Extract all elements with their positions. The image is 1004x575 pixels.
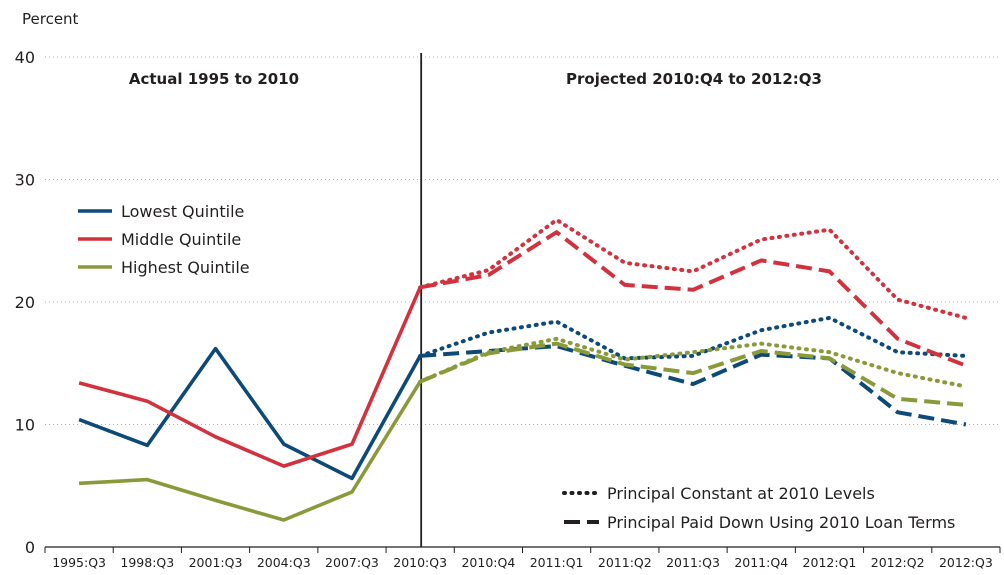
x-tick-label: 2007:Q3 <box>325 555 379 570</box>
y-tick-label: 30 <box>15 171 35 190</box>
x-tick-label: 2011:Q1 <box>530 555 584 570</box>
legend-label: Middle Quintile <box>121 230 241 249</box>
x-tick-label: 2004:Q3 <box>257 555 311 570</box>
series-line-highest-quintile-solid <box>79 380 422 522</box>
y-axis-ticks: 0 10 20 30 40 <box>15 48 35 557</box>
series-line-lowest-quintile-solid <box>78 346 422 481</box>
series-line-middle-quintile-dashed <box>419 230 967 368</box>
legend-label: Principal Constant at 2010 Levels <box>607 484 875 503</box>
annotation-projected: Projected 2010:Q4 to 2012:Q3 <box>566 70 822 88</box>
series-line-middle-quintile-dotted <box>418 217 968 320</box>
x-tick-label: 2011:Q3 <box>666 555 720 570</box>
series-lines <box>78 217 968 522</box>
x-tick-label: 2011:Q2 <box>598 555 652 570</box>
series-line-middle-quintile-solid <box>78 286 422 468</box>
series-line-highest-quintile-dashed <box>419 341 967 407</box>
x-tick-label: 1995:Q3 <box>52 555 106 570</box>
y-tick-label: 20 <box>15 293 35 312</box>
x-tick-label: 1998:Q3 <box>120 555 174 570</box>
legend-label: Highest Quintile <box>121 258 250 277</box>
x-tick-label: 2012:Q1 <box>803 555 857 570</box>
x-tick-label: 2010:Q3 <box>393 555 447 570</box>
series-line-highest-quintile-dotted <box>418 336 968 389</box>
y-axis-unit-label: Percent <box>22 10 79 28</box>
legend-label: Lowest Quintile <box>121 202 244 221</box>
x-axis: 1995:Q3 1998:Q3 2001:Q3 2004:Q3 2007:Q3 2010:… <box>44 546 1001 570</box>
series-line-lowest-quintile-dotted <box>418 315 968 361</box>
x-tick-label: 2011:Q4 <box>734 555 788 570</box>
annotation-actual: Actual 1995 to 2010 <box>129 70 299 88</box>
y-tick-label: 40 <box>15 48 35 67</box>
y-tick-label: 0 <box>25 538 35 557</box>
series-line-lowest-quintile-dashed <box>420 344 967 427</box>
x-tick-label: 2012:Q3 <box>939 555 993 570</box>
x-tick-label: 2001:Q3 <box>189 555 243 570</box>
x-tick-label: 2012:Q2 <box>871 555 925 570</box>
y-tick-label: 10 <box>15 416 35 435</box>
line-style-legend: Principal Constant at 2010 Levels Princip… <box>562 484 955 532</box>
quintile-legend: Lowest Quintile Middle Quintile Highest Qu… <box>78 202 250 277</box>
x-tick-label: 2010:Q4 <box>461 555 515 570</box>
legend-label: Principal Paid Down Using 2010 Loan Term… <box>607 513 955 532</box>
